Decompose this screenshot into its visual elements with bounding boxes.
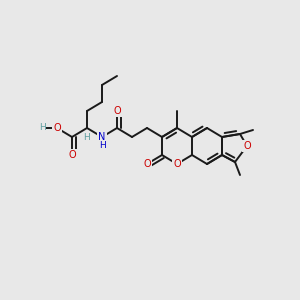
Text: O: O <box>173 159 181 169</box>
Text: H: H <box>99 142 105 151</box>
Text: O: O <box>113 106 121 116</box>
Text: N: N <box>98 132 106 142</box>
Text: H: H <box>84 133 90 142</box>
Text: O: O <box>68 150 76 160</box>
Text: O: O <box>143 159 151 169</box>
Text: O: O <box>53 123 61 133</box>
Text: H: H <box>39 124 45 133</box>
Text: O: O <box>243 141 251 151</box>
